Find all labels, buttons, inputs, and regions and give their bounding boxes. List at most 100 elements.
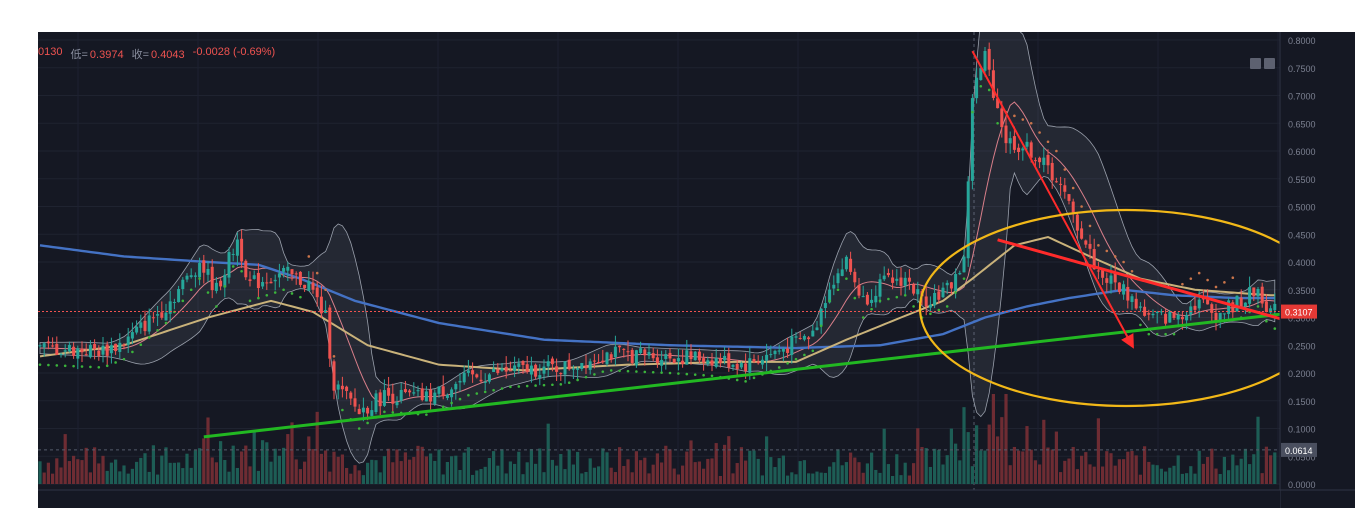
candle-body — [1138, 306, 1142, 308]
volume-bar — [832, 462, 836, 484]
volume-bar — [542, 472, 546, 484]
candle-body — [248, 279, 252, 282]
volume-bar — [210, 457, 214, 484]
candle-body — [1159, 311, 1163, 313]
sar-dot — [147, 336, 151, 339]
y-tick-label: 0.1500 — [1288, 397, 1316, 407]
sar-dot — [1147, 332, 1151, 336]
volume-bar — [475, 470, 479, 484]
volume-bar — [1231, 454, 1235, 484]
volume-bar — [122, 465, 126, 484]
candle-body — [647, 351, 651, 356]
sar-dot — [777, 366, 781, 369]
resistance-trendline-steep — [971, 50, 1134, 349]
low-readout: 低= 0.3974 — [70, 46, 123, 62]
ohlc-legend: 0130 低= 0.3974 收= 0.4043 -0.0028 (-0.69%) — [38, 46, 275, 62]
candle-body — [1092, 249, 1096, 270]
volume-bar — [114, 459, 118, 484]
candlestick-chart[interactable]: 0.8000 0.7500 0.7000 0.6500 0.6000 0.5500 0.50… — [38, 32, 1355, 508]
sar-dot — [1055, 149, 1058, 153]
volume-bar — [336, 456, 340, 484]
volume-bar — [592, 467, 596, 484]
sar-dot — [979, 84, 983, 88]
sar-dot — [425, 413, 428, 416]
candle-body — [618, 345, 622, 348]
sar-dot — [1139, 323, 1142, 327]
volume-bar — [1243, 448, 1247, 484]
volume-bar — [88, 472, 92, 484]
volume-bar — [723, 444, 727, 484]
candle-body — [391, 393, 395, 404]
candle-body — [1050, 162, 1054, 181]
collapse-pane-icon[interactable] — [1250, 58, 1261, 69]
candle-body — [807, 337, 811, 340]
sar-dot — [1273, 327, 1277, 330]
sar-dot — [1130, 269, 1134, 273]
sar-dot — [122, 357, 126, 361]
volume-bar — [429, 453, 433, 484]
candle-body — [328, 307, 332, 359]
sar-dot — [324, 288, 327, 292]
maximize-pane-icon[interactable] — [1264, 58, 1275, 69]
support-trendline — [203, 303, 1306, 439]
candle-body — [849, 258, 853, 272]
volume-bar — [454, 455, 458, 484]
volume-bar — [1122, 459, 1126, 484]
volume-bar — [748, 450, 752, 484]
candle-body — [382, 390, 386, 406]
volume-bar — [655, 453, 659, 484]
sar-dot — [198, 277, 201, 280]
volume-bar — [340, 454, 344, 484]
sar-dot — [702, 373, 705, 377]
volume-bar — [202, 438, 206, 484]
volume-bar — [395, 449, 399, 484]
volume-bar — [1269, 455, 1273, 484]
candle-body — [1096, 270, 1100, 272]
volume-bar — [517, 451, 521, 484]
y-tick-label: 0.0500 — [1288, 452, 1316, 462]
volume-bar — [979, 450, 983, 484]
candle-body — [584, 365, 588, 369]
sar-dot — [1172, 332, 1176, 336]
candle-body — [865, 294, 869, 305]
candle-body — [332, 361, 336, 391]
volume-bar — [1059, 472, 1063, 484]
volume-bar — [248, 466, 252, 484]
candle-body — [966, 181, 970, 259]
low-label: 低= — [70, 49, 88, 61]
candle-body — [710, 360, 714, 366]
candle-body — [454, 383, 458, 390]
candle-body — [1067, 194, 1071, 201]
volume-bar — [672, 468, 676, 484]
volume-bar — [689, 440, 693, 484]
volume-bar — [618, 447, 622, 484]
volume-bar — [1143, 446, 1147, 484]
candle-body — [126, 336, 130, 345]
candle-body — [55, 343, 59, 355]
volume-bar — [181, 468, 185, 484]
sar-dot — [987, 88, 991, 92]
candle-body — [1210, 304, 1214, 313]
candle-body — [1000, 108, 1004, 128]
volume-bar — [46, 462, 50, 484]
volume-bar — [256, 470, 260, 484]
y-tick-label: 0.5500 — [1288, 175, 1316, 185]
pane-controls[interactable] — [1250, 58, 1275, 69]
volume-bar — [286, 434, 290, 484]
candle-body — [109, 345, 113, 354]
volume-bar — [1273, 452, 1277, 484]
candle-body — [429, 389, 433, 402]
chart-panel[interactable]: 0.8000 0.7500 0.7000 0.6500 0.6000 0.5500 0.50… — [38, 32, 1355, 508]
sar-dot — [1097, 244, 1100, 247]
volume-bar — [332, 451, 336, 484]
volume-bar — [563, 469, 567, 484]
candle-body — [777, 350, 781, 352]
candle-body — [933, 292, 937, 306]
candle-body — [672, 358, 676, 364]
candle-body — [592, 360, 596, 362]
volume-bar — [1000, 417, 1004, 484]
candle-body — [962, 256, 966, 273]
sar-dot — [895, 295, 899, 299]
sar-dot — [542, 383, 546, 387]
candle-body — [773, 350, 777, 355]
